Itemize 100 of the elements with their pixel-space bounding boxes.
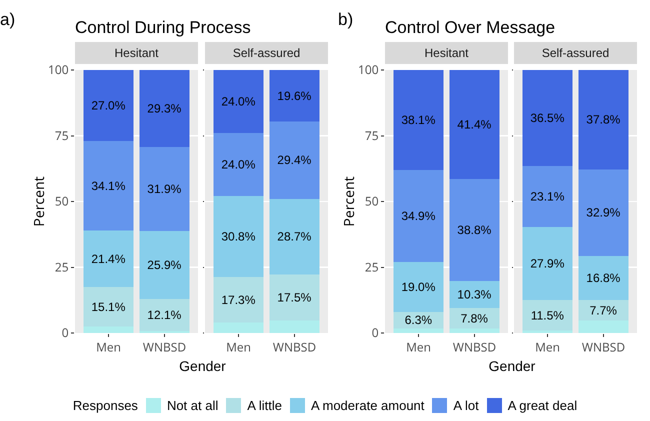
data-label: 27.0% xyxy=(91,98,126,113)
x-tick-label: Men xyxy=(96,338,121,356)
legend-label: A great deal xyxy=(508,398,578,413)
bar xyxy=(269,122,320,199)
data-label: 38.8% xyxy=(457,222,492,237)
bar xyxy=(393,70,444,170)
bar xyxy=(578,320,629,333)
data-label: 27.9% xyxy=(530,256,565,270)
chart-subtitle: Hesitant xyxy=(75,42,198,64)
x-tick-label: Men xyxy=(535,338,560,356)
data-label: 6.3% xyxy=(404,313,432,328)
y-tick-label: 50 xyxy=(364,192,379,210)
bar xyxy=(139,299,190,331)
x-tick-label: Men xyxy=(226,338,251,356)
y-tick-label: 25 xyxy=(364,258,379,276)
data-label: 29.4% xyxy=(277,153,312,168)
legend-label: A lot xyxy=(453,398,479,413)
bar xyxy=(393,170,444,262)
bar xyxy=(269,320,320,333)
bar xyxy=(269,70,320,122)
bar xyxy=(83,286,134,327)
x-tick-label: WNBSD xyxy=(142,338,186,356)
chart-title: Control During Process xyxy=(75,18,251,38)
chart-subtitle: Self-assured xyxy=(514,42,637,64)
bar xyxy=(522,166,573,227)
bar xyxy=(393,328,444,333)
chart-subtitle: Self-assured xyxy=(205,42,328,64)
data-label: 34.1% xyxy=(91,178,126,193)
y-tick-label: 25 xyxy=(54,258,69,276)
bar xyxy=(578,169,629,256)
data-label: 29.3% xyxy=(147,102,182,116)
bar xyxy=(83,326,134,333)
data-label: 11.5% xyxy=(530,308,564,322)
y-tick-label: 0 xyxy=(62,324,69,342)
bar xyxy=(578,256,629,300)
data-label: 19.0% xyxy=(401,280,436,294)
bar xyxy=(449,70,500,179)
bar xyxy=(213,70,264,134)
data-label: 7.7% xyxy=(590,303,618,318)
data-label: 32.9% xyxy=(586,206,621,220)
y-tick-label: 75 xyxy=(364,126,379,144)
data-label: 24.0% xyxy=(221,94,256,109)
bar xyxy=(139,147,190,231)
data-label: 24.0% xyxy=(221,158,256,172)
data-label: 36.5% xyxy=(530,111,565,125)
y-axis-title: Percent xyxy=(340,176,359,227)
data-label: 31.9% xyxy=(147,182,182,196)
bar xyxy=(83,230,134,287)
chart-title: Control Over Message xyxy=(385,18,556,38)
data-label: 12.1% xyxy=(147,308,182,322)
legend-label: A little xyxy=(247,398,282,413)
data-label: 21.4% xyxy=(91,252,126,266)
data-label: 34.9% xyxy=(401,209,436,224)
y-tick-label: 100 xyxy=(48,61,69,78)
data-label: 19.6% xyxy=(277,88,312,103)
data-label: 38.1% xyxy=(401,113,436,128)
text: a) xyxy=(0,10,16,30)
bar xyxy=(522,300,573,330)
bar xyxy=(269,274,320,320)
x-axis-title: Gender xyxy=(178,358,227,374)
legend-label: A moderate amount xyxy=(310,398,424,413)
data-label: 25.9% xyxy=(147,258,182,272)
y-tick-label: 0 xyxy=(372,324,379,342)
data-label: 10.3% xyxy=(457,287,492,302)
bar xyxy=(139,70,190,148)
data-label: 17.5% xyxy=(277,290,312,304)
bar xyxy=(522,70,573,166)
bar xyxy=(522,226,573,300)
bar xyxy=(139,230,190,300)
y-axis-title: Percent xyxy=(30,176,49,227)
x-axis-title: Gender xyxy=(488,358,536,374)
data-label: 30.8% xyxy=(221,230,256,244)
bar xyxy=(393,262,444,312)
bar xyxy=(213,322,264,333)
y-tick-label: 100 xyxy=(358,61,379,78)
bar xyxy=(83,70,134,142)
bar xyxy=(578,300,629,320)
x-tick-label: WNBSD xyxy=(452,338,496,356)
legend-title: Responses xyxy=(72,398,138,413)
x-tick-label: Men xyxy=(406,338,431,356)
bar xyxy=(213,277,264,323)
data-label: 16.8% xyxy=(586,271,621,286)
chart-subtitle: Hesitant xyxy=(385,42,508,64)
bar xyxy=(449,328,500,333)
bar xyxy=(83,141,134,231)
bar xyxy=(522,330,573,333)
data-label: 41.4% xyxy=(457,117,492,132)
bar xyxy=(449,178,500,281)
bar xyxy=(269,198,320,274)
data-label: 15.1% xyxy=(91,300,126,314)
data-label: 17.3% xyxy=(221,292,256,307)
data-label: 7.8% xyxy=(460,311,488,326)
bar xyxy=(578,70,629,170)
legend-label: Not at all xyxy=(166,398,218,413)
y-tick-label: 75 xyxy=(54,126,69,144)
x-tick-label: WNBSD xyxy=(272,338,316,356)
data-label: 28.7% xyxy=(277,230,312,244)
text: b) xyxy=(338,10,354,30)
y-tick-label: 50 xyxy=(54,192,69,210)
data-label: 23.1% xyxy=(530,189,565,204)
